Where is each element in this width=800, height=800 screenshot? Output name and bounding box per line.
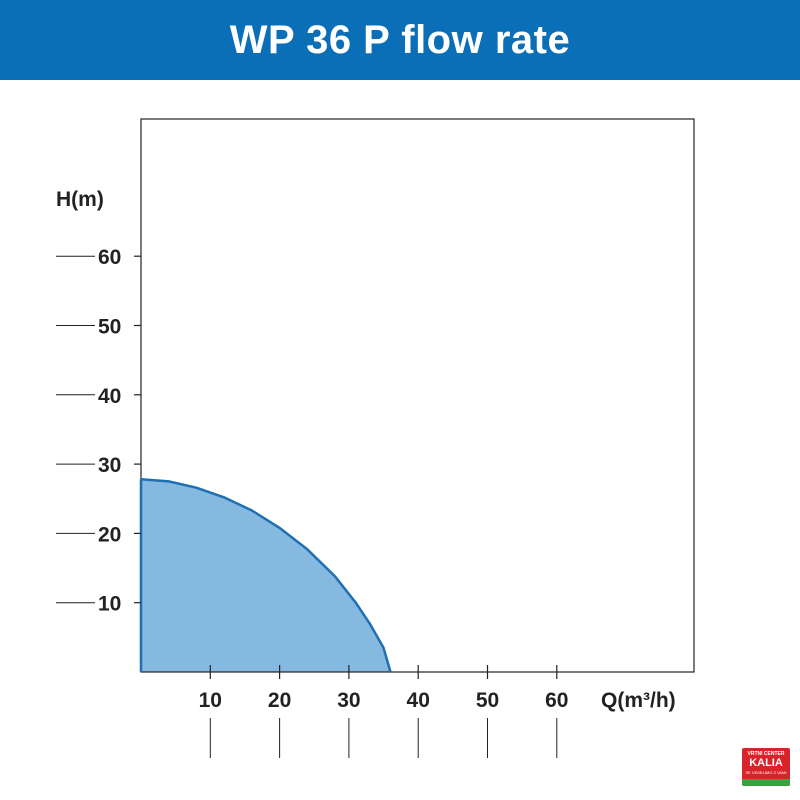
kalia-logo: VRTNI CENTER KALIA SE VESELIMO Z VAMI [742,748,790,786]
chart-title: WP 36 P flow rate [229,17,571,62]
x-axis-label: Q(m³/h) [601,689,676,712]
x-tick-label-40: 40 [407,689,430,712]
x-tick-label-20: 20 [268,689,291,712]
y-tick-label-30: 30 [98,454,121,477]
title-bar: WP 36 P flow rate [0,0,800,80]
x-tick-label-10: 10 [199,689,222,712]
logo-wave [742,779,790,786]
logo-line2: KALIA [749,757,783,769]
logo-line1: VRTNI CENTER [747,751,785,757]
series-curve-0 [140,478,392,673]
y-tick-label-40: 40 [98,385,121,408]
x-tick-label-60: 60 [545,689,568,712]
series-area-0 [141,479,391,672]
x-tick-label-30: 30 [337,689,360,712]
plot-frame [140,118,695,673]
logo-line3: SE VESELIMO Z VAMI [745,770,787,775]
y-tick-label-50: 50 [98,316,121,339]
x-tick-label-50: 50 [476,689,499,712]
y-tick-label-10: 10 [98,593,121,616]
y-tick-label-20: 20 [98,523,121,546]
y-tick-label-60: 60 [98,246,121,269]
y-axis-label: H(m) [56,188,104,211]
